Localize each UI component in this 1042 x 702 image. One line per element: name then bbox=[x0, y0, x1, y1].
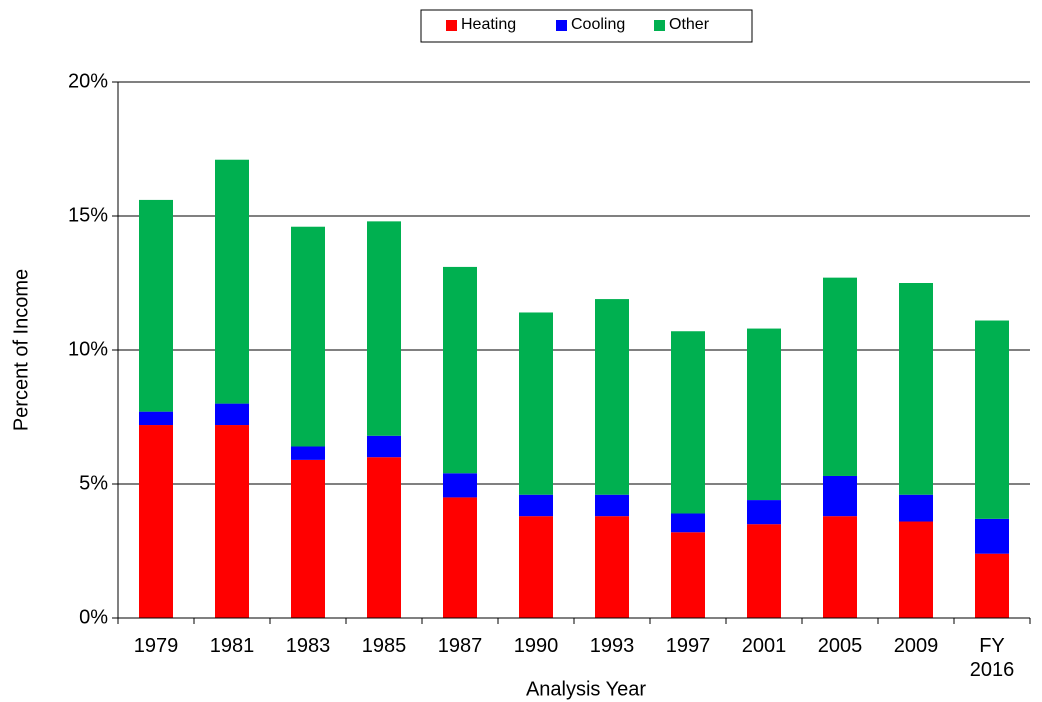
bar-segment bbox=[291, 446, 325, 460]
bar-segment bbox=[975, 518, 1009, 554]
x-tick-label: 2005 bbox=[817, 635, 863, 657]
legend-box bbox=[420, 9, 753, 43]
bar-segment bbox=[519, 312, 553, 495]
bar-segment bbox=[899, 283, 933, 495]
bar-segment bbox=[139, 425, 173, 618]
y-axis-label: Percent of Income bbox=[10, 269, 32, 431]
bar-segment bbox=[595, 299, 629, 495]
bar-segment bbox=[443, 266, 477, 474]
bar-segment bbox=[215, 403, 249, 426]
bar-segment bbox=[215, 425, 249, 618]
bar-segment bbox=[519, 494, 553, 517]
bar-segment bbox=[975, 320, 1009, 519]
y-tick-label: 0% bbox=[79, 606, 108, 628]
bar-segment bbox=[747, 328, 781, 501]
y-tick-label: 15% bbox=[68, 204, 108, 226]
legend-label: Heating bbox=[461, 16, 517, 33]
bar-segment bbox=[671, 532, 705, 618]
bar-segment bbox=[291, 226, 325, 447]
bar-segment bbox=[367, 221, 401, 436]
bar-segment bbox=[443, 473, 477, 498]
bar-segment bbox=[671, 331, 705, 514]
x-tick-label: 1993 bbox=[589, 635, 635, 657]
bar-segment bbox=[519, 516, 553, 618]
legend-label: Other bbox=[669, 16, 710, 33]
bar-segment bbox=[671, 513, 705, 533]
bar-segment bbox=[367, 457, 401, 618]
bar-segment bbox=[899, 494, 933, 522]
y-tick-label: 10% bbox=[68, 338, 108, 360]
bar-segment bbox=[747, 524, 781, 618]
x-tick-label: 1985 bbox=[361, 635, 407, 657]
bar-segment bbox=[823, 277, 857, 476]
bar-segment bbox=[215, 159, 249, 404]
x-tick-label: 1981 bbox=[209, 635, 255, 657]
bar-segment bbox=[139, 199, 173, 412]
x-tick-label: 1983 bbox=[285, 635, 331, 657]
bar-segment bbox=[595, 494, 629, 517]
legend-item: Heating bbox=[446, 16, 516, 34]
bar-segment bbox=[291, 459, 325, 618]
bar-segment bbox=[823, 516, 857, 618]
x-tick-label: 2001 bbox=[741, 635, 787, 657]
legend-swatch bbox=[556, 19, 567, 31]
bar-segment bbox=[367, 435, 401, 458]
legend-label: Cooling bbox=[571, 16, 626, 33]
x-axis-label: Analysis Year bbox=[526, 678, 646, 700]
bar-segment bbox=[747, 500, 781, 525]
bar-segment bbox=[595, 516, 629, 618]
legend-item: Other bbox=[654, 16, 709, 34]
bar-segment bbox=[443, 497, 477, 618]
x-tick-label: 1987 bbox=[437, 635, 483, 657]
y-tick-label: 5% bbox=[79, 472, 108, 494]
x-tick-label: 2009 bbox=[893, 635, 939, 657]
x-tick-label: FY 2016 bbox=[969, 635, 1015, 681]
x-tick-label: 1979 bbox=[133, 635, 179, 657]
bar-segment bbox=[975, 553, 1009, 618]
x-tick-label: 1997 bbox=[665, 635, 711, 657]
y-tick-label: 20% bbox=[68, 70, 108, 92]
bar-segment bbox=[899, 521, 933, 618]
x-tick-label: 1990 bbox=[513, 635, 559, 657]
legend-swatch bbox=[654, 19, 665, 31]
bar-segment bbox=[823, 475, 857, 517]
bar-segment bbox=[139, 411, 173, 426]
legend-swatch bbox=[446, 19, 457, 31]
legend-item: Cooling bbox=[556, 16, 625, 34]
